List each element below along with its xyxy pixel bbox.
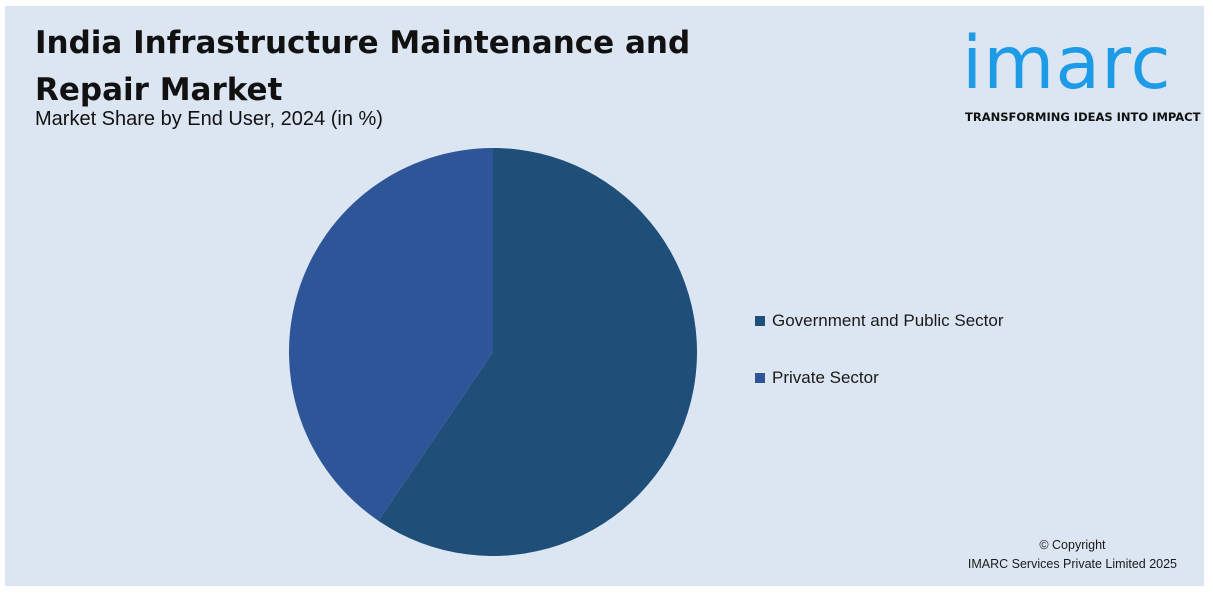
- copyright-line-2: IMARC Services Private Limited 2025: [967, 557, 1177, 571]
- logo-wordmark: imarc: [962, 21, 1172, 106]
- copyright-line-1: © Copyright: [1039, 538, 1106, 552]
- chart-subtitle: Market Share by End User, 2024 (in %): [35, 108, 383, 130]
- pie-slice-private-sector: [289, 148, 493, 521]
- legend-item: Government and Public Sector: [755, 302, 1004, 339]
- chart-title: India Infrastructure Maintenance and Rep…: [35, 25, 691, 108]
- chart-legend: Government and Public Sector Private Sect…: [755, 302, 1004, 416]
- legend-label: Government and Public Sector: [772, 310, 1004, 330]
- copyright-notice: © Copyright IMARC Services Private Limit…: [968, 536, 1177, 574]
- pie-slice-government-and-public-sector: [378, 148, 698, 556]
- legend-swatch: [755, 372, 765, 383]
- imarc-logo: imarc TRANSFORMING IDEAS INTO IMPACT: [960, 16, 1200, 126]
- pie-chart: [289, 148, 698, 556]
- legend-label: Private Sector: [772, 367, 879, 387]
- legend-item: Private Sector: [755, 359, 1004, 396]
- legend-swatch: [755, 315, 765, 326]
- chart-panel: India Infrastructure Maintenance and Rep…: [5, 6, 1204, 586]
- logo-tagline: TRANSFORMING IDEAS INTO IMPACT: [965, 110, 1201, 124]
